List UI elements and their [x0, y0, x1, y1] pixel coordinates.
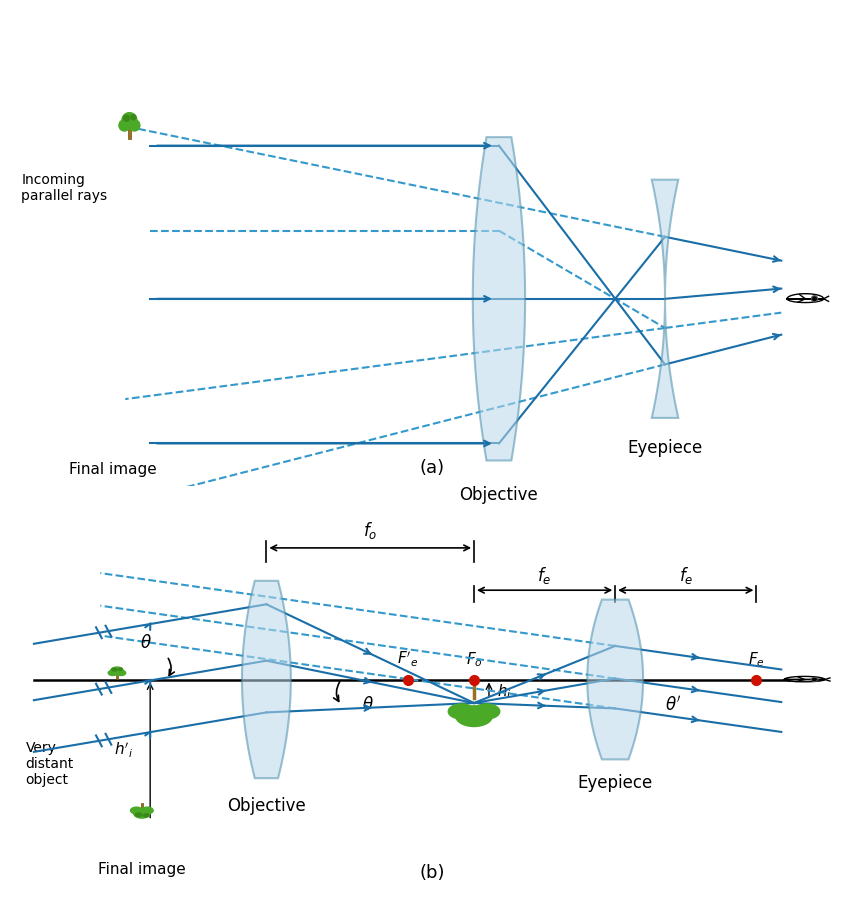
Text: Final image: Final image: [69, 463, 157, 478]
Text: Eyepiece: Eyepiece: [627, 439, 702, 457]
Text: $f_e$: $f_e$: [537, 564, 552, 586]
Circle shape: [108, 670, 118, 676]
Circle shape: [473, 704, 500, 719]
Text: (a): (a): [420, 460, 445, 478]
Text: Objective: Objective: [459, 486, 538, 504]
Text: $f_e$: $f_e$: [678, 564, 693, 586]
Polygon shape: [785, 677, 824, 682]
Text: Final image: Final image: [98, 862, 186, 877]
Circle shape: [112, 668, 117, 671]
Text: (b): (b): [420, 864, 445, 882]
Bar: [116, 672, 118, 679]
Text: $\theta'$: $\theta'$: [665, 696, 682, 715]
Text: Very
distant
object: Very distant object: [26, 741, 74, 787]
Circle shape: [117, 670, 125, 676]
Circle shape: [811, 296, 817, 302]
Circle shape: [131, 807, 143, 814]
Polygon shape: [473, 137, 525, 461]
Text: Objective: Objective: [227, 797, 306, 815]
Circle shape: [119, 668, 122, 670]
Polygon shape: [787, 293, 823, 302]
Circle shape: [448, 704, 475, 719]
Text: $F_e$: $F_e$: [748, 651, 765, 670]
Circle shape: [124, 115, 130, 122]
Text: $\theta$: $\theta$: [140, 634, 152, 652]
Circle shape: [134, 809, 150, 818]
Text: $h'_i$: $h'_i$: [114, 741, 133, 760]
Circle shape: [813, 297, 817, 301]
Circle shape: [119, 120, 130, 131]
Text: Eyepiece: Eyepiece: [578, 773, 653, 791]
Circle shape: [131, 114, 136, 120]
Circle shape: [811, 678, 817, 681]
Text: $\theta$: $\theta$: [362, 697, 374, 715]
Circle shape: [812, 679, 817, 680]
Polygon shape: [242, 580, 291, 778]
Polygon shape: [587, 599, 643, 760]
Text: $h_i$: $h_i$: [497, 682, 512, 700]
Text: $f_o$: $f_o$: [363, 520, 377, 541]
Circle shape: [129, 120, 140, 131]
Circle shape: [456, 706, 492, 726]
Bar: [128, 124, 131, 139]
Text: $F_o$: $F_o$: [465, 651, 483, 670]
Polygon shape: [651, 180, 678, 418]
Bar: [140, 803, 144, 811]
Circle shape: [111, 667, 123, 674]
Text: $F'_e$: $F'_e$: [397, 650, 419, 670]
Text: Incoming
parallel rays: Incoming parallel rays: [22, 173, 107, 203]
Circle shape: [144, 814, 149, 817]
Circle shape: [141, 807, 153, 814]
Circle shape: [136, 813, 142, 816]
Circle shape: [122, 112, 137, 128]
